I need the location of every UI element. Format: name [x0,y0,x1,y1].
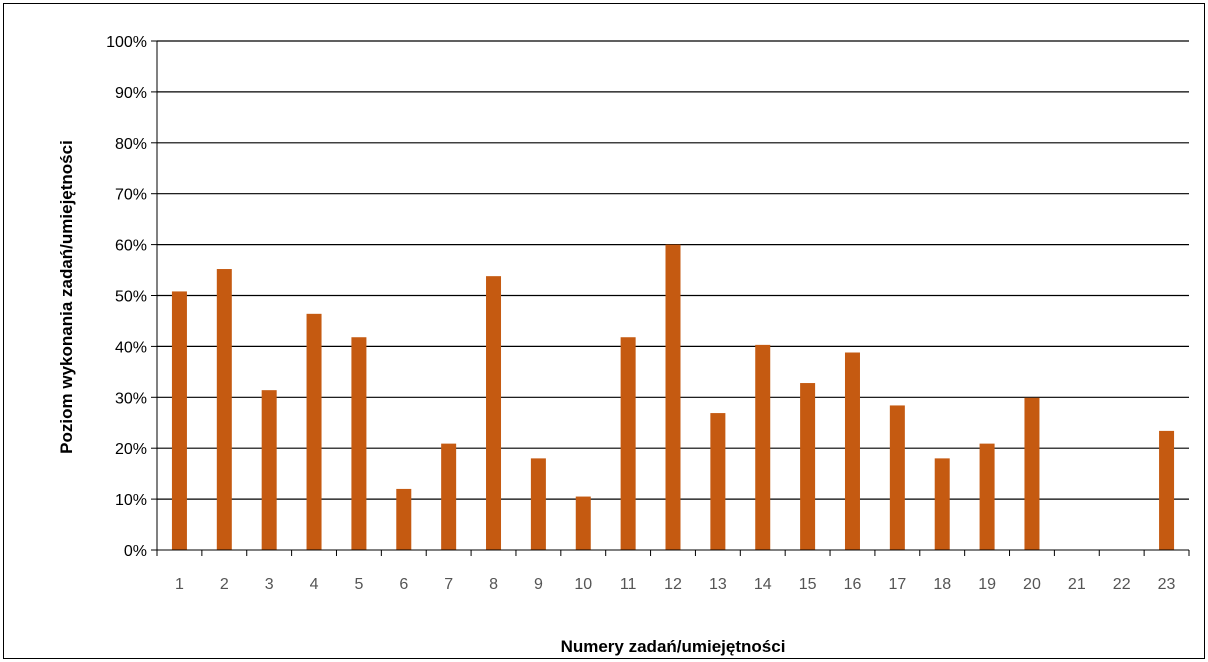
bar-5 [351,337,367,550]
x-tick-label: 2 [220,576,229,593]
x-tick-label: 21 [1068,576,1086,593]
x-tick-label: 12 [664,576,682,593]
y-tick-label: 100% [106,34,147,51]
bar-13 [710,413,726,550]
y-tick-label: 70% [115,187,147,204]
x-tick-label: 17 [888,576,906,593]
x-tick-label: 6 [399,576,408,593]
bar-1 [171,291,187,550]
x-tick-label: 7 [444,576,453,593]
y-axis-tick-labels: 0% 10% 20% 30% 40% 50% 60% 70% 80% 90% 100% [106,34,147,560]
bar-8 [486,276,502,550]
x-axis-tick-labels: 1 2 3 4 5 6 7 8 9 10 11 12 13 14 15 16 17 18 19 20 21 22 23 [175,576,1176,593]
x-tick-label: 9 [534,576,543,593]
y-tick-label: 10% [115,492,147,509]
bar-7 [441,443,457,550]
x-tick-label: 19 [978,576,996,593]
x-tick-label: 18 [933,576,951,593]
bar-10 [575,496,591,550]
bar-18 [934,458,950,550]
y-tick-label: 80% [115,136,147,153]
x-axis-title: Numery zadań/umiejętności [561,637,786,656]
bar-23 [1159,430,1175,550]
bar-15 [800,383,816,550]
y-tick-label: 20% [115,441,147,458]
x-tick-label: 1 [175,576,184,593]
x-tick-label: 22 [1113,576,1131,593]
bar-9 [530,458,546,550]
y-tick-label: 50% [115,289,147,306]
x-tick-label: 5 [354,576,363,593]
bar-17 [889,405,905,550]
bar-2 [216,269,232,550]
x-tick-label: 13 [709,576,727,593]
bar-16 [844,352,860,550]
x-tick-label: 20 [1023,576,1041,593]
y-tick-label: 30% [115,390,147,407]
x-tick-label: 3 [265,576,274,593]
x-axis [156,41,1190,556]
bar-20 [1024,397,1040,550]
y-tick-label: 40% [115,339,147,356]
bar-6 [396,488,412,550]
x-tick-label: 4 [310,576,319,593]
bar-4 [306,313,322,550]
y-tick-label: 90% [115,85,147,102]
y-tick-label: 60% [115,238,147,255]
bar-11 [620,337,636,550]
y-tick-label: 0% [124,543,147,560]
y-axis-title: Poziom wykonania zadań/umiejętności [57,140,76,454]
bars [171,244,1175,550]
x-tick-label: 11 [620,576,637,593]
x-tick-label: 23 [1158,576,1176,593]
bar-3 [261,390,277,550]
x-tick-label: 15 [799,576,817,593]
x-tick-label: 16 [844,576,862,593]
x-tick-label: 10 [574,576,592,593]
bar-19 [979,443,995,550]
bar-12 [665,244,681,550]
bar-14 [755,344,771,550]
x-tick-label: 8 [489,576,498,593]
x-tick-label: 14 [754,576,772,593]
